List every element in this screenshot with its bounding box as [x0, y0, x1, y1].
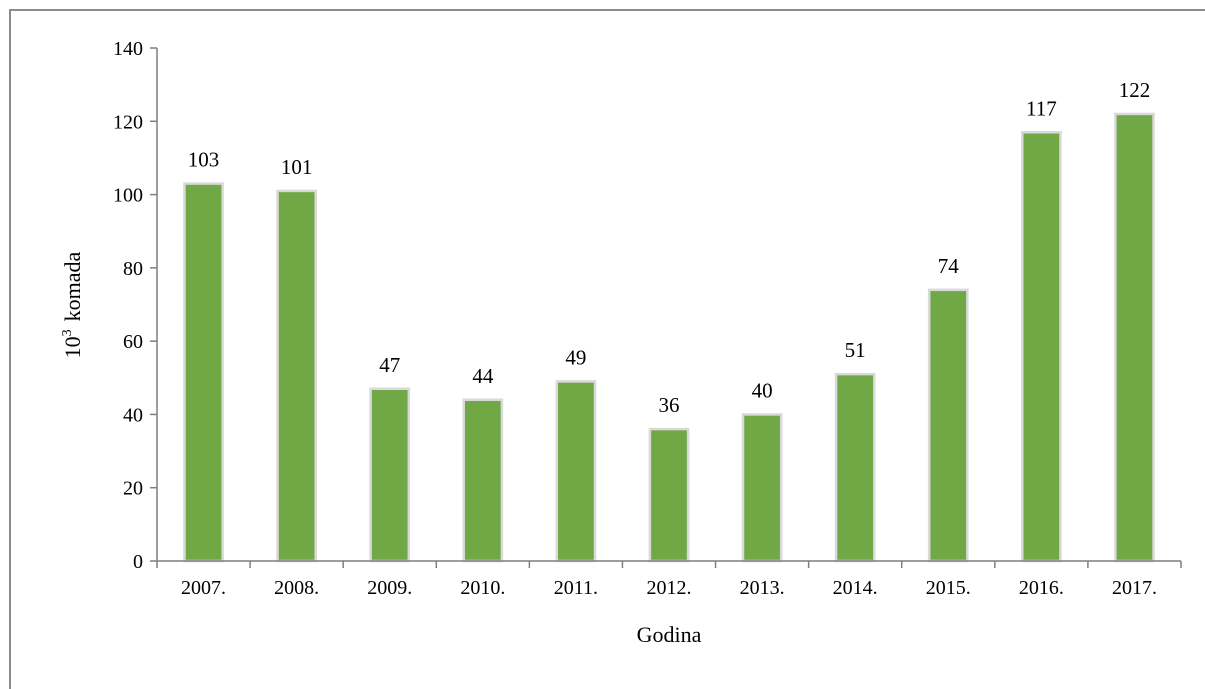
bar	[1021, 131, 1062, 563]
bar	[927, 288, 969, 563]
data-label: 74	[938, 254, 960, 278]
bar	[183, 182, 224, 563]
bar	[834, 372, 876, 563]
x-tick-label: 2007.	[181, 577, 226, 599]
y-axis-title-rest: komada	[60, 251, 85, 321]
bar	[369, 387, 411, 563]
y-axis-title-exponent: 3	[60, 329, 75, 336]
data-label: 117	[1026, 96, 1057, 120]
y-tick-label: 20	[123, 478, 143, 500]
data-label: 103	[188, 148, 220, 172]
x-tick-label: 2008.	[274, 577, 319, 599]
data-label: 47	[379, 353, 400, 377]
y-tick-label: 40	[123, 404, 143, 426]
bar	[276, 189, 317, 563]
y-axis-title: 103 komada	[60, 251, 85, 358]
x-tick-label: 2017.	[1112, 577, 1157, 599]
y-tick-label: 100	[113, 185, 143, 207]
x-tick-label: 2009.	[367, 577, 412, 599]
data-label: 40	[752, 378, 773, 402]
data-label: 51	[845, 338, 866, 362]
bar	[648, 427, 690, 563]
data-label: 44	[472, 364, 494, 388]
bar	[1114, 112, 1155, 563]
bar	[555, 380, 597, 563]
x-axis-ticks: 2007. 2008. 2009. 2010. 2011. 2012. 2013. 2014.…	[156, 561, 1182, 599]
y-tick-label: 80	[123, 258, 143, 280]
y-axis-ticks: 0 20 40 60 80 100 120 140	[113, 38, 157, 573]
y-tick-label: 60	[123, 331, 143, 353]
x-tick-label: 2016.	[1019, 577, 1064, 599]
y-axis-title-base: 10	[60, 336, 85, 358]
y-tick-label: 140	[113, 38, 143, 60]
data-label: 122	[1119, 78, 1151, 102]
x-tick-label: 2012.	[647, 577, 692, 599]
x-axis-title: Godina	[637, 622, 702, 647]
data-label: 49	[565, 345, 586, 369]
y-tick-label: 120	[113, 111, 143, 133]
bar	[462, 398, 504, 563]
bars	[183, 112, 1155, 563]
x-tick-label: 2013.	[740, 577, 785, 599]
x-tick-label: 2010.	[460, 577, 505, 599]
bar	[741, 413, 783, 563]
x-tick-label: 2011.	[554, 577, 598, 599]
y-tick-label: 0	[133, 551, 143, 573]
data-label: 36	[659, 393, 680, 417]
data-labels: 103 101 47 44 49 36 40 51 74 117 122	[188, 78, 1150, 417]
x-tick-label: 2015.	[926, 577, 971, 599]
data-label: 101	[281, 155, 313, 179]
x-tick-label: 2014.	[833, 577, 878, 599]
chart-frame	[9, 9, 1205, 689]
